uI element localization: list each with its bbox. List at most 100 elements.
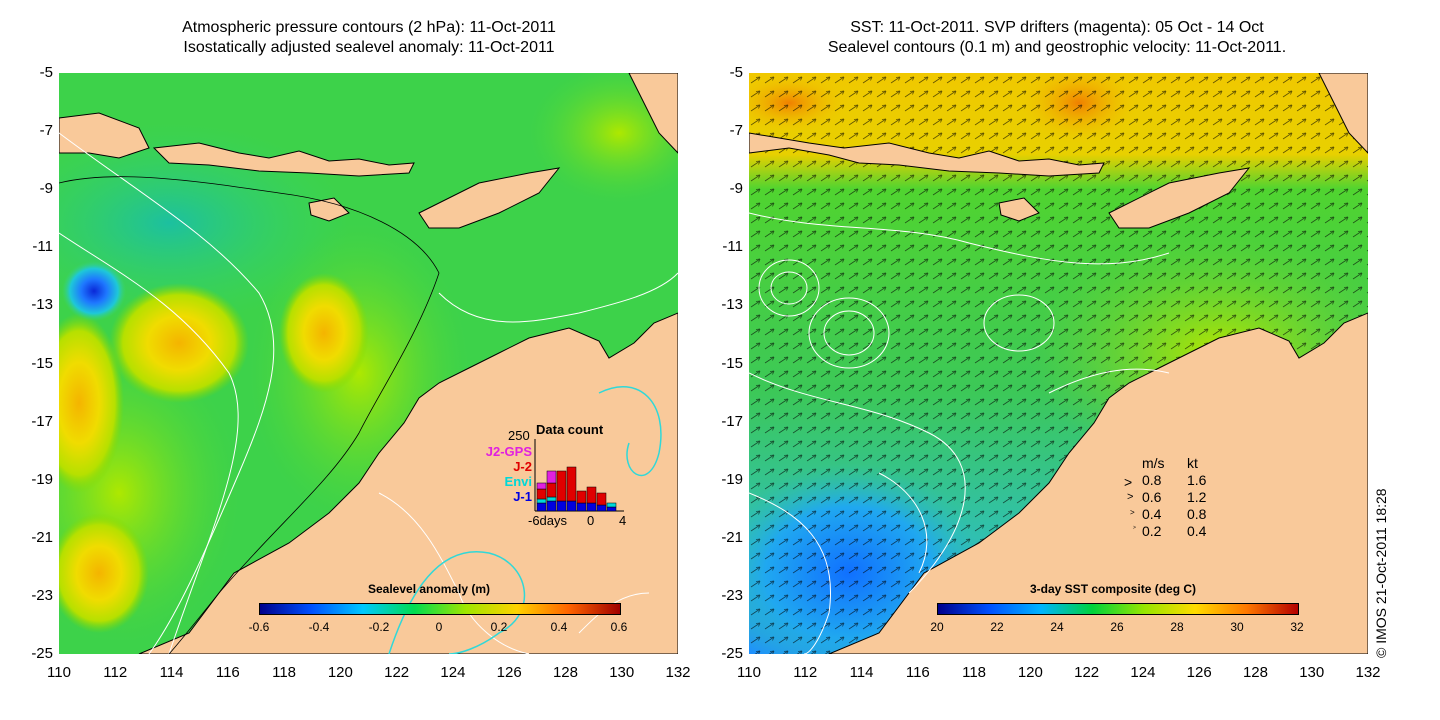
lat-tick-label: -23 <box>31 586 53 604</box>
histogram-bar <box>586 486 597 504</box>
velocity-value-ms: 0.4 <box>1142 506 1162 522</box>
lat-tick-label: -11 <box>722 238 743 256</box>
cyan-contours <box>388 386 662 654</box>
colorbar-tick-label: 24 <box>1050 620 1064 634</box>
lat-tick-label: -19 <box>721 470 743 488</box>
histogram-bar <box>566 466 577 502</box>
histogram-bar <box>536 488 547 500</box>
lesser-sunda-islands <box>152 142 415 177</box>
lon-tick-label: 132 <box>665 664 691 681</box>
histogram-bar <box>536 482 547 490</box>
lat-tick-label: -7 <box>729 122 743 140</box>
data-count-x-end: 4 <box>619 513 627 528</box>
lon-tick-label: 132 <box>1355 664 1381 681</box>
sumba-island <box>998 197 1040 222</box>
timor-island <box>418 167 561 229</box>
colorbar-tick-label: 30 <box>1230 620 1244 634</box>
left-colorbar-label: Sealevel anomaly (m) <box>368 582 491 596</box>
data-count-title: Data count <box>536 422 604 437</box>
right-sst-map <box>749 73 1368 654</box>
velocity-header-kt: kt <box>1187 455 1198 471</box>
histogram-bar <box>606 506 617 512</box>
lon-tick-label: 124 <box>440 664 466 681</box>
colorbar-tick-label: -0.2 <box>368 620 390 634</box>
right-colorbar <box>937 603 1299 615</box>
lon-tick-label: 110 <box>737 664 761 681</box>
lon-tick-label: 118 <box>962 664 987 681</box>
lat-tick-label: -7 <box>39 122 53 140</box>
velocity-arrow-icon: > <box>1133 525 1136 531</box>
sumba-island <box>308 197 350 222</box>
velocity-arrow-icon: > <box>1130 508 1135 517</box>
velocity-value-ms: 0.2 <box>1142 523 1162 539</box>
colorbar-tick-label: 0 <box>435 620 443 634</box>
lat-tick-label: -17 <box>721 412 743 430</box>
histogram-bar <box>566 500 577 512</box>
australia-land <box>138 312 678 654</box>
lon-tick-label: 118 <box>272 664 297 681</box>
lon-tick-label: 114 <box>159 664 184 681</box>
mission-label: J-1 <box>513 489 532 504</box>
histogram-bar <box>546 482 557 498</box>
new-guinea-land <box>1318 73 1368 154</box>
velocity-arrow-icon: > <box>1124 474 1133 490</box>
histogram-bar <box>546 500 557 512</box>
lat-tick-label: -23 <box>721 586 743 604</box>
colorbar-tick-label: -0.4 <box>308 620 330 634</box>
colorbar-tick-label: 32 <box>1290 620 1304 634</box>
mission-label: Envi <box>504 474 532 489</box>
lon-tick-label: 128 <box>552 664 578 681</box>
lon-tick-label: 112 <box>103 664 128 681</box>
lon-tick-label: 120 <box>327 664 353 681</box>
colorbar-tick-label: 20 <box>930 620 944 634</box>
mission-label: J2-GPS <box>485 444 532 459</box>
lon-tick-label: 112 <box>793 664 818 681</box>
lat-tick-label: -15 <box>721 354 743 372</box>
colorbar-tick-label: 0.2 <box>490 620 508 634</box>
lon-tick-label: 114 <box>849 664 874 681</box>
right-title-line1: SST: 11-Oct-2011. SVP drifters (magenta)… <box>850 19 1264 36</box>
histogram-bar <box>546 470 557 484</box>
histogram-bar <box>576 490 587 504</box>
histogram-bar <box>576 502 587 512</box>
velocity-value-kt: 0.8 <box>1187 506 1207 522</box>
lon-tick-label: 120 <box>1017 664 1043 681</box>
colorbar-tick-label: 26 <box>1110 620 1124 634</box>
right-title-line2: Sealevel contours (0.1 m) and geostrophi… <box>827 39 1287 56</box>
left-title-line2: Isostatically adjusted sealevel anomaly:… <box>183 39 555 56</box>
colorbar-tick-label: 28 <box>1170 620 1184 634</box>
lon-tick-label: 122 <box>384 664 410 681</box>
lat-tick-label: -9 <box>39 180 53 198</box>
histogram-bar <box>596 504 607 512</box>
lat-tick-label: -25 <box>721 645 743 662</box>
data-count-histogram <box>534 439 624 512</box>
lon-tick-label: 130 <box>609 664 635 681</box>
lat-tick-label: -15 <box>31 354 53 372</box>
colorbar-tick-label: -0.6 <box>248 620 270 634</box>
lon-tick-label: 128 <box>1242 664 1268 681</box>
lat-tick-label: -5 <box>39 64 53 81</box>
left-title-line1: Atmospheric pressure contours (2 hPa): 1… <box>182 19 556 36</box>
velocity-value-ms: 0.8 <box>1142 472 1162 488</box>
lon-tick-label: 126 <box>1186 664 1212 681</box>
lat-tick-label: -19 <box>31 470 53 488</box>
depth-contour <box>59 176 440 654</box>
velocity-arrow-icon: > <box>1127 491 1134 503</box>
new-guinea-land <box>628 73 678 154</box>
left-colorbar <box>259 603 621 615</box>
lat-tick-label: -13 <box>31 296 53 314</box>
histogram-bar <box>556 500 567 512</box>
data-count-x-start: -6days <box>528 513 568 528</box>
lat-tick-label: -21 <box>31 528 53 546</box>
lon-tick-label: 126 <box>496 664 522 681</box>
data-count-x-mid: 0 <box>587 513 595 528</box>
imos-credit: © IMOS 21-Oct-2011 18:28 <box>1373 488 1389 658</box>
lat-tick-label: -9 <box>729 180 743 198</box>
mission-label: J-2 <box>513 459 532 474</box>
lon-tick-label: 122 <box>1074 664 1100 681</box>
histogram-bar <box>586 502 597 512</box>
histogram-bar <box>536 498 547 504</box>
lon-tick-label: 116 <box>215 664 240 681</box>
lat-tick-label: -21 <box>721 528 743 546</box>
java-bali-land <box>59 112 150 159</box>
